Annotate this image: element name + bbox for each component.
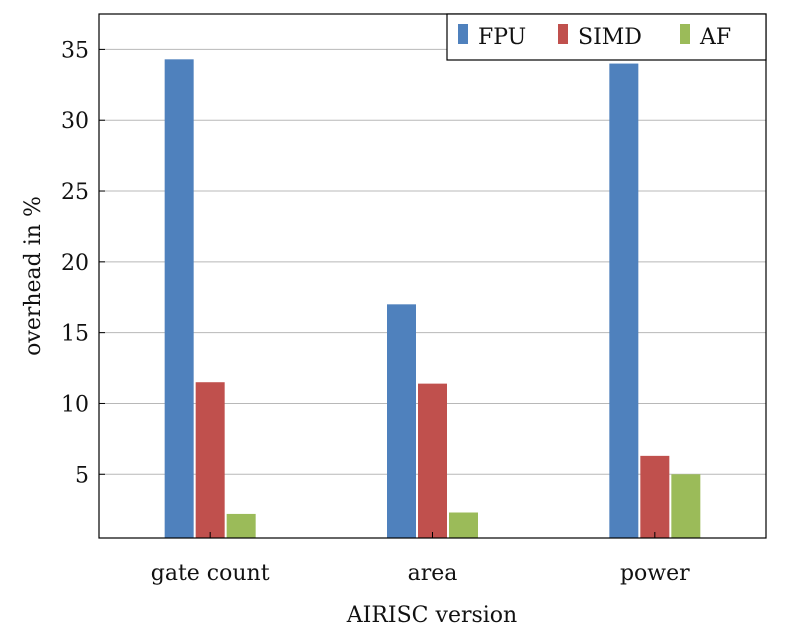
- x-axis-ticks: gate count area power: [151, 532, 690, 586]
- y-tick-label: 30: [61, 109, 89, 134]
- bar-simd-gate-count: [195, 382, 225, 538]
- bar-simd-power: [640, 455, 670, 538]
- legend-label-af: AF: [699, 25, 731, 50]
- bar-af-area: [449, 512, 478, 538]
- x-tick-label: area: [408, 561, 458, 586]
- y-tick-label: 25: [61, 180, 89, 205]
- y-tick-label: 15: [61, 322, 89, 347]
- legend-label-fpu: FPU: [478, 25, 526, 50]
- legend-box: [446, 13, 767, 61]
- y-tick-label: 10: [61, 392, 89, 417]
- y-axis-ticks: 5 10 15 20 25 30 35: [61, 38, 105, 488]
- x-axis-label: AIRISC version: [346, 603, 517, 628]
- legend: FPU SIMD AF: [446, 13, 767, 61]
- bar-af-power: [671, 474, 701, 538]
- y-tick-label: 35: [61, 38, 89, 63]
- bars: [164, 59, 701, 539]
- y-tick-label: 20: [61, 251, 89, 276]
- bar-af-gate-count: [226, 513, 256, 538]
- bar-fpu-power: [609, 63, 639, 538]
- legend-swatch-af: [680, 24, 690, 44]
- bar-fpu-gate-count: [164, 59, 194, 539]
- legend-label-simd: SIMD: [578, 25, 642, 50]
- legend-swatch-simd: [558, 24, 568, 44]
- x-tick-label: gate count: [151, 561, 270, 586]
- y-tick-label: 5: [75, 463, 89, 488]
- legend-swatch-fpu: [458, 24, 468, 44]
- y-axis-label: overhead in %: [21, 196, 46, 356]
- bar-fpu-area: [387, 304, 416, 538]
- bar-simd-area: [418, 383, 447, 538]
- x-tick-label: power: [620, 561, 690, 586]
